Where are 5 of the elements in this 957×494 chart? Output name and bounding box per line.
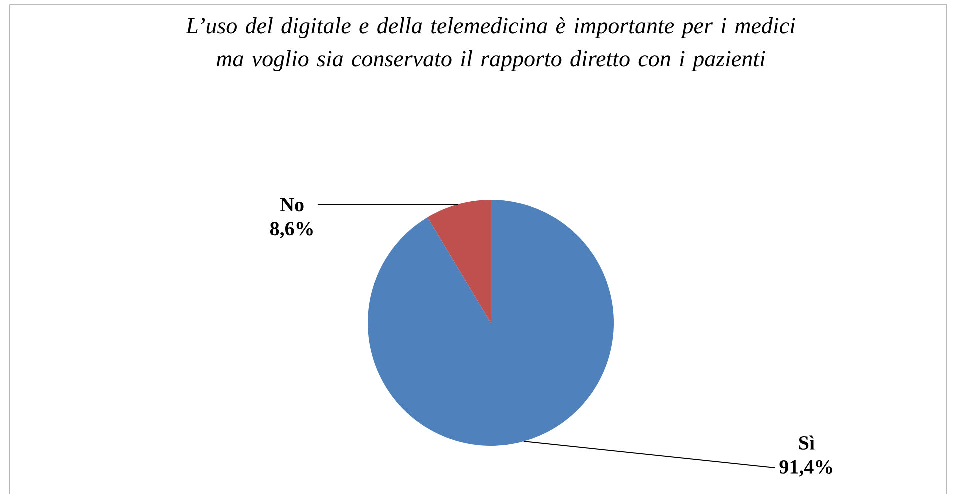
chart-title: L’uso del digitale e della telemedicina è importante per i medici ma voglio sia conservato il rapporto diretto con i pazienti xyxy=(186,17,796,72)
slice-label: No xyxy=(280,198,304,212)
data-label: 8,6% xyxy=(270,222,313,238)
slice-label: Sì xyxy=(799,436,815,450)
data-label: 91,4% xyxy=(780,460,832,477)
